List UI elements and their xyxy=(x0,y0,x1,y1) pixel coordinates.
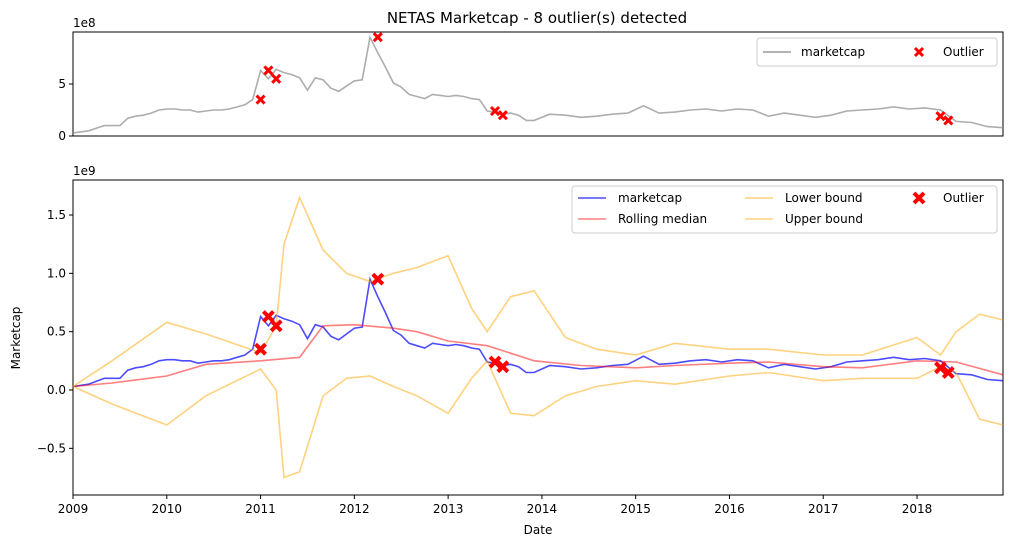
bottom-outlier-marker xyxy=(934,361,947,375)
legend-outlier-label: Outlier xyxy=(943,191,984,205)
figure-title: NETAS Marketcap - 8 outlier(s) detected xyxy=(387,9,687,27)
bottom-legend: marketcap Rolling median Lower bound Upp… xyxy=(571,185,998,234)
top-marketcap-line xyxy=(72,34,1004,134)
bottom-outlier-marker xyxy=(269,319,283,333)
top-outlier-marker xyxy=(943,115,954,126)
x-tick-label: 2012 xyxy=(339,502,370,516)
top-y-tick-label: 5 xyxy=(58,77,66,91)
x-tick-label: 2009 xyxy=(58,502,89,516)
top-outlier-markers xyxy=(255,32,954,126)
top-outlier-marker xyxy=(255,94,266,105)
bottom-y-ticks: −0.5 0.0 0.5 1.0 1.5 xyxy=(37,208,73,455)
top-outlier-marker xyxy=(271,73,282,84)
x-tick-label: 2011 xyxy=(245,502,276,516)
top-y-tick-label: 0 xyxy=(58,129,66,143)
bottom-scale-label: 1e9 xyxy=(73,164,96,178)
top-outlier-marker xyxy=(935,111,946,122)
legend-lower-bound-label: Lower bound xyxy=(785,191,863,205)
x-tick-label: 2016 xyxy=(714,502,745,516)
top-legend-outlier-label: Outlier xyxy=(943,45,984,59)
top-outlier-marker xyxy=(497,110,508,121)
top-outlier-marker xyxy=(372,32,383,43)
bottom-panel: 1e9 −0.5 0.0 0.5 1.0 1.5 2009 2010 2011 2012 201… xyxy=(9,164,1004,537)
x-tick-label: 2015 xyxy=(620,502,651,516)
bottom-outlier-marker xyxy=(496,360,510,374)
bottom-y-tick-label: 0.5 xyxy=(47,325,66,339)
bottom-y-tick-label: 1.0 xyxy=(47,266,66,280)
bottom-x-ticks: 2009 2010 2011 2012 2013 2014 2015 2016 2017 2018 xyxy=(58,495,933,516)
bottom-y-tick-label: 1.5 xyxy=(47,208,66,222)
x-tick-label: 2017 xyxy=(808,502,839,516)
legend-upper-bound-label: Upper bound xyxy=(785,212,863,226)
x-tick-label: 2014 xyxy=(527,502,558,516)
top-outlier-marker xyxy=(489,105,501,117)
top-legend-marketcap-label: marketcap xyxy=(801,45,865,59)
top-legend-box xyxy=(756,37,998,67)
x-tick-label: 2018 xyxy=(902,502,933,516)
top-series-lines xyxy=(72,34,1004,134)
top-y-ticks: 05 xyxy=(58,77,73,143)
bottom-rolling-median-line xyxy=(72,323,1004,388)
bottom-marketcap-line xyxy=(72,276,1004,388)
bottom-y-tick-label: 0.0 xyxy=(47,383,66,397)
top-outlier-marker xyxy=(263,65,274,76)
legend-outlier-swatch xyxy=(912,191,926,205)
bottom-outlier-marker xyxy=(254,342,267,356)
top-panel: 1e8 05 marketcap Outlier xyxy=(58,16,1004,143)
legend-marketcap-label: marketcap xyxy=(618,191,682,205)
y-axis-label: Marketcap xyxy=(9,307,23,370)
bottom-outlier-markers xyxy=(254,272,955,379)
legend-rolling-median-label: Rolling median xyxy=(618,212,707,226)
bottom-outlier-marker xyxy=(261,310,275,323)
x-tick-label: 2010 xyxy=(152,502,183,516)
bottom-outlier-marker xyxy=(488,355,502,369)
bottom-y-tick-label: −0.5 xyxy=(37,441,66,455)
top-legend-outlier-swatch xyxy=(913,46,925,58)
x-axis-label: Date xyxy=(524,523,553,537)
bottom-outlier-marker xyxy=(941,366,955,379)
top-legend: marketcap Outlier xyxy=(756,37,998,67)
top-scale-label: 1e8 xyxy=(73,16,96,30)
bottom-legend-box xyxy=(571,185,998,234)
x-tick-label: 2013 xyxy=(433,502,464,516)
bottom-lower-bound-line xyxy=(72,359,1004,479)
bottom-outlier-marker xyxy=(371,272,385,286)
